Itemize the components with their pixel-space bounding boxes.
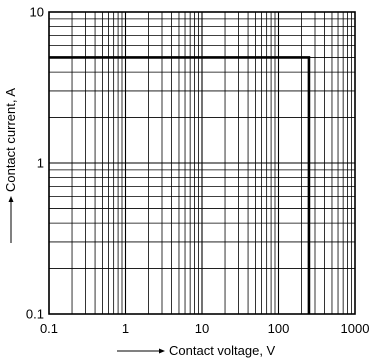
grid-lines	[48, 12, 355, 315]
plot-frame	[48, 11, 356, 315]
series-line	[49, 56, 311, 314]
y-tick-labels: 0.1 1 10	[26, 5, 44, 322]
y-axis-arrow	[8, 196, 14, 243]
y-axis-label-group: Contact current, A	[3, 88, 18, 192]
x-tick-label: 1	[122, 321, 129, 336]
series-group	[49, 56, 311, 314]
y-tick-label: 10	[30, 5, 44, 20]
x-tick-label: 1000	[341, 321, 370, 336]
x-tick-labels: 0.1 1 10 100 1000	[40, 321, 370, 336]
x-axis-label: Contact voltage, V	[169, 343, 276, 358]
y-axis-label: Contact current, A	[3, 88, 18, 192]
x-tick-label: 10	[195, 321, 209, 336]
x-tick-label: 100	[268, 321, 290, 336]
x-axis-arrow	[117, 348, 165, 354]
y-tick-label: 0.1	[26, 307, 44, 322]
x-tick-label: 0.1	[40, 321, 58, 336]
y-tick-label: 1	[37, 156, 44, 171]
